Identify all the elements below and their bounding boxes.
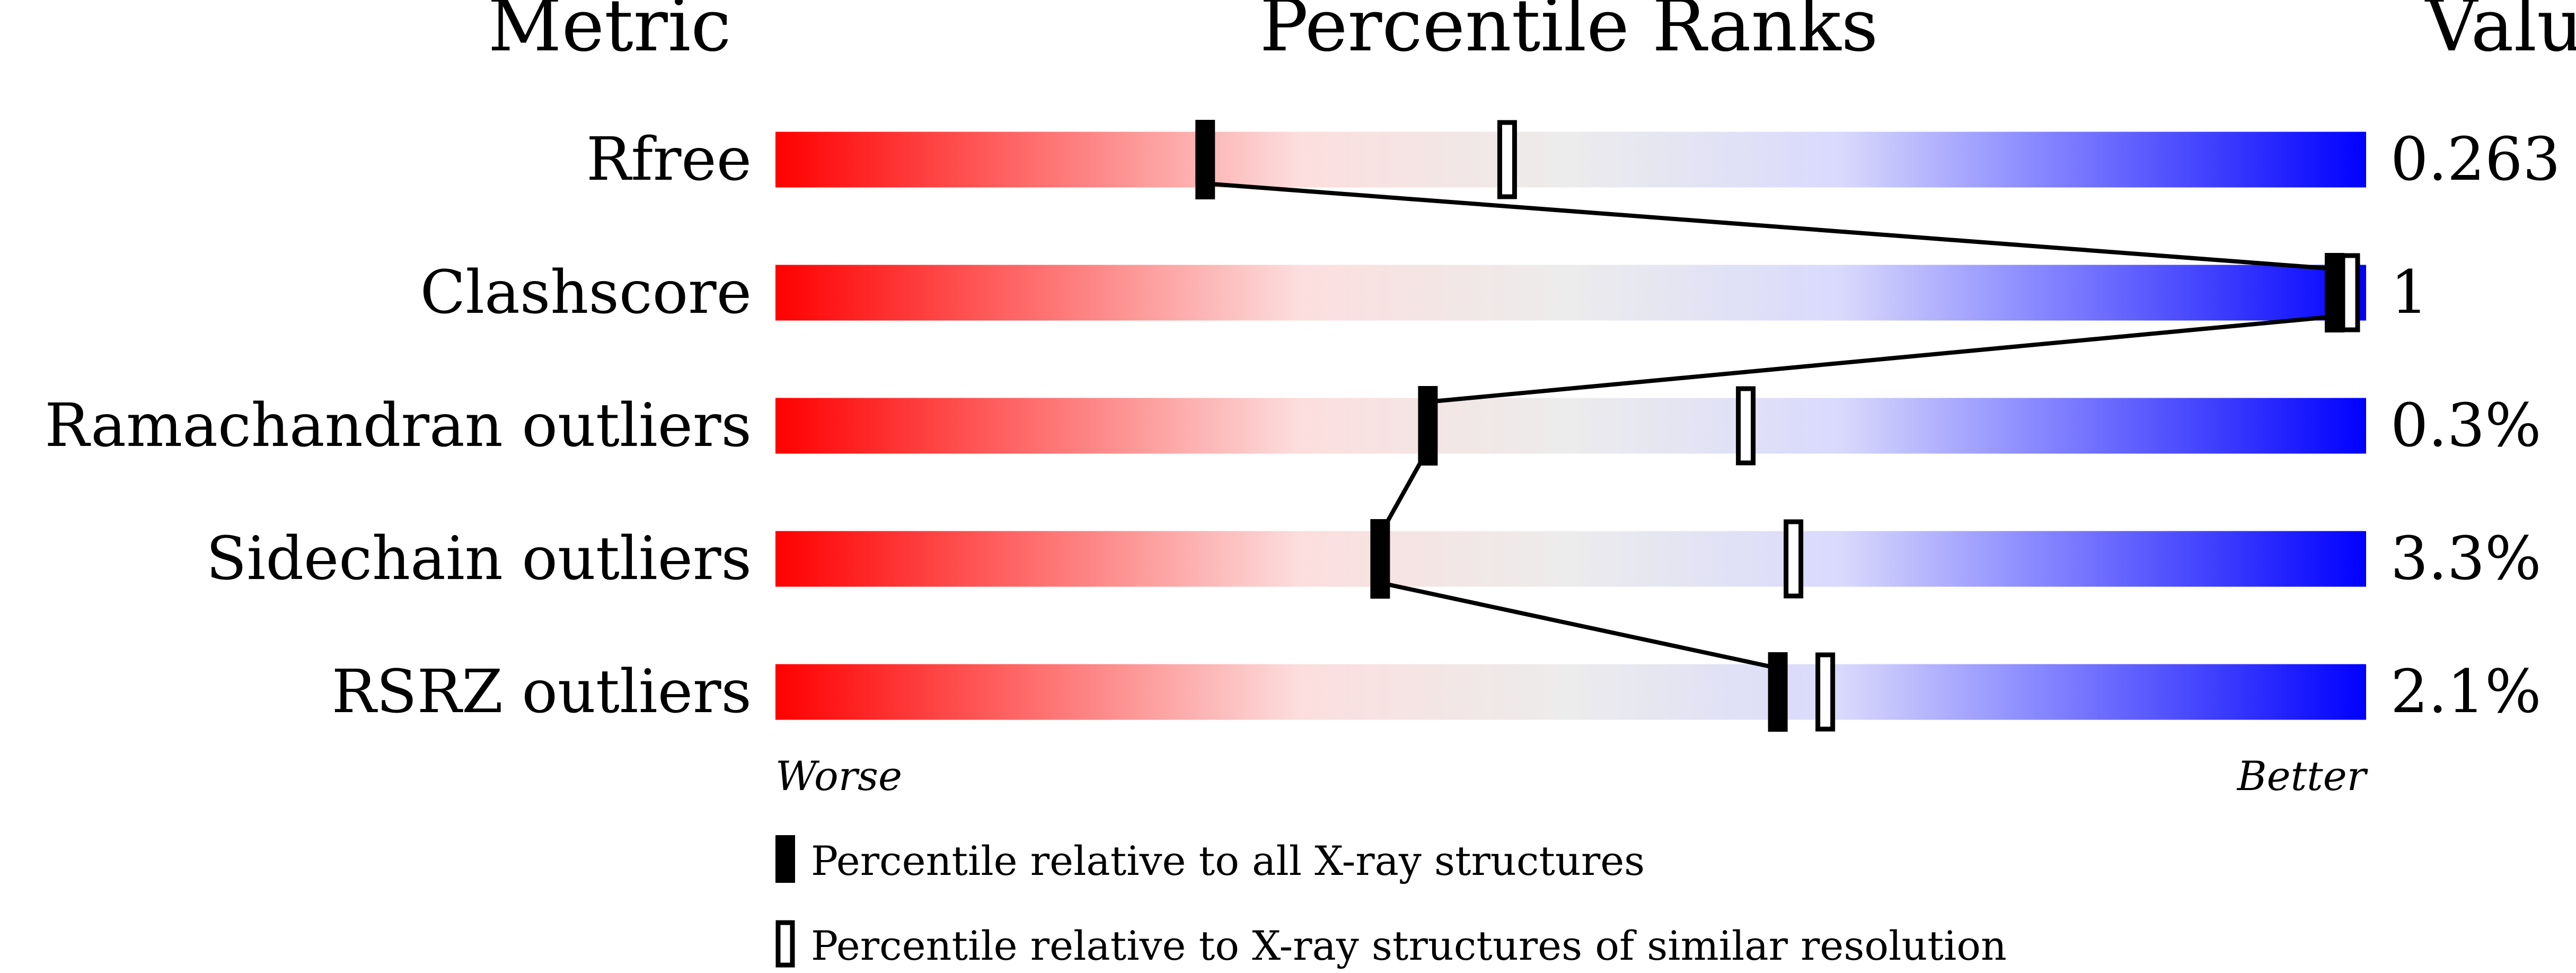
marker-similar-resolution — [1736, 386, 1756, 466]
percentile-bar — [775, 664, 2366, 720]
header-metric: Metric — [488, 0, 731, 68]
metric-value: 0.3% — [2390, 391, 2542, 460]
marker-all-structures — [2324, 253, 2344, 332]
marker-similar-resolution — [2340, 253, 2360, 332]
percentile-bar — [775, 398, 2366, 454]
marker-all-structures — [1195, 120, 1215, 199]
marker-similar-resolution — [1784, 519, 1804, 599]
percentile-bar — [775, 132, 2366, 188]
axis-label-better: Better — [2236, 752, 2369, 800]
connector-line — [1204, 181, 2335, 271]
connector-line — [1427, 314, 2335, 404]
metric-value: 3.3% — [2390, 524, 2542, 593]
percentile-bar — [775, 531, 2366, 587]
legend-filled-marker — [775, 835, 795, 883]
marker-all-structures — [1370, 519, 1390, 599]
legend-label-all: Percentile relative to all X-ray structu… — [811, 837, 1645, 884]
header-value: Value — [2424, 0, 2576, 68]
percentile-bar — [775, 265, 2366, 321]
header-percentile-ranks: Percentile Ranks — [1260, 0, 1878, 68]
metric-value: 2.1% — [2390, 658, 2542, 726]
marker-all-structures — [1768, 652, 1788, 732]
marker-similar-resolution — [1497, 120, 1517, 199]
metric-label: RSRZ outliers — [332, 658, 752, 726]
metric-label: Rfree — [586, 125, 752, 194]
metric-label: Sidechain outliers — [206, 524, 752, 593]
connector-line — [1379, 581, 1778, 670]
legend-open-marker — [775, 920, 795, 968]
metric-value: 1 — [2390, 258, 2428, 327]
metric-label: Clashscore — [420, 258, 752, 327]
axis-label-worse: Worse — [775, 752, 902, 800]
marker-all-structures — [1418, 386, 1438, 466]
marker-similar-resolution — [1815, 652, 1836, 732]
metric-label: Ramachandran outliers — [45, 391, 752, 460]
legend-label-similar: Percentile relative to X-ray structures … — [811, 922, 2007, 969]
metric-value: 0.263 — [2390, 125, 2561, 194]
